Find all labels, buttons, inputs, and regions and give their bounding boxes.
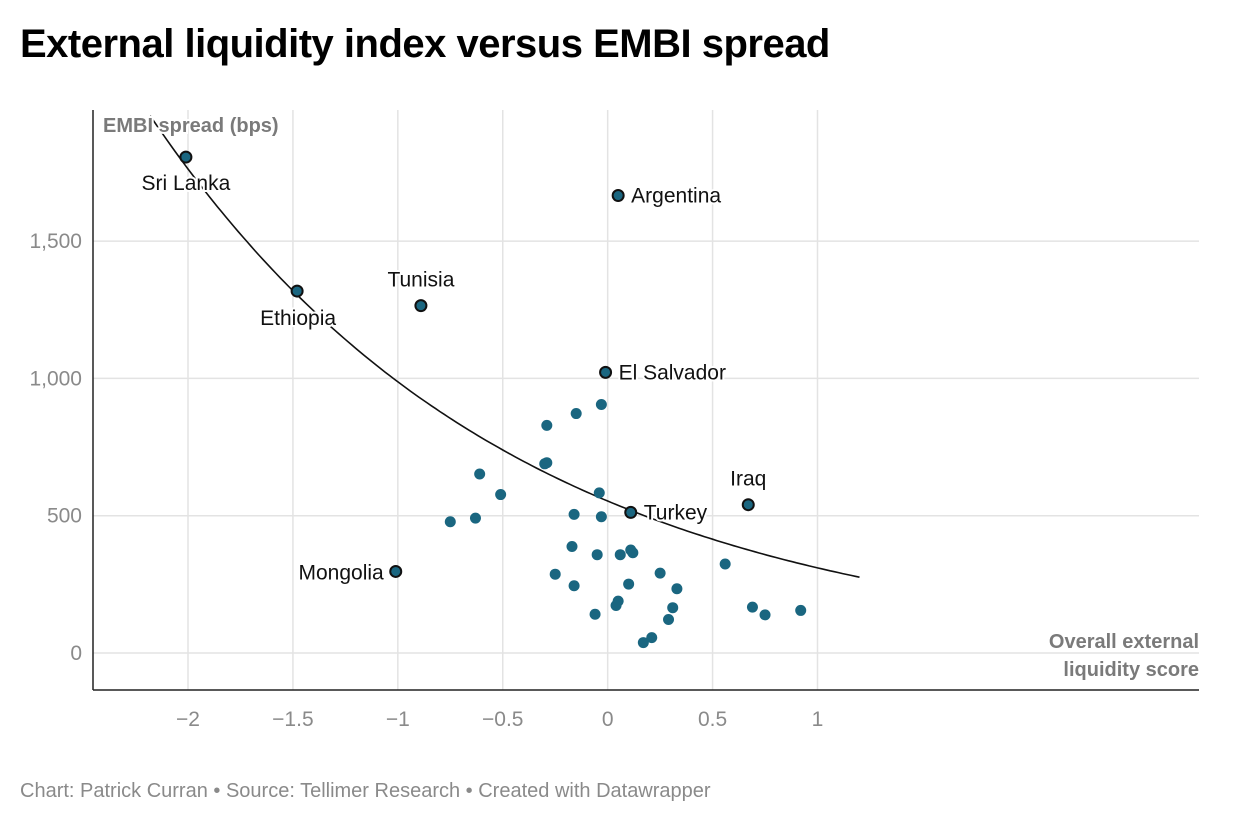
y-tick-label: 1,500: [29, 230, 82, 253]
x-tick-label: 1: [812, 708, 824, 731]
x-tick-label: −1.5: [272, 708, 313, 731]
data-point: [568, 580, 580, 592]
data-point: [663, 613, 675, 625]
data-points: [179, 150, 807, 649]
point-label-el-salvador: El Salvador: [619, 361, 726, 384]
point-label-iraq: Iraq: [730, 468, 766, 491]
data-point: [719, 558, 731, 570]
y-tick-label: 0: [70, 642, 82, 665]
x-axis-label-line-2: liquidity score: [1063, 659, 1199, 681]
data-point: [495, 489, 507, 501]
data-point-argentina: [611, 189, 625, 203]
axes: −2 −1.5 −1 −0.5 0 0.5 1 0 500 1,000 1,500: [29, 110, 1199, 731]
y-axis-label: EMBI spread (bps): [103, 115, 279, 137]
data-point: [746, 601, 758, 613]
data-point: [589, 608, 601, 620]
data-point: [759, 609, 771, 621]
trendline-layer: [149, 115, 860, 578]
data-point: [549, 568, 561, 580]
data-point-ethiopia: [290, 284, 304, 298]
data-point: [671, 583, 683, 595]
y-tick-label: 1,000: [29, 367, 82, 390]
data-point: [566, 540, 578, 552]
scatter-chart: −2 −1.5 −1 −0.5 0 0.5 1 0 500 1,000 1,500 Sri Lank…: [29, 110, 1201, 731]
x-tick-label: −2: [176, 708, 200, 731]
y-tick-label: 500: [47, 505, 82, 528]
trendline: [149, 115, 860, 578]
x-axis-label-line-1: Overall external: [1049, 631, 1199, 653]
point-label-tunisia: Tunisia: [387, 269, 454, 292]
chart-footer: Chart: Patrick Curran • Source: Tellimer…: [20, 780, 711, 802]
data-point: [474, 468, 486, 480]
data-point: [627, 547, 639, 559]
data-point: [595, 398, 607, 410]
data-point: [593, 487, 605, 499]
point-label-argentina: Argentina: [631, 185, 721, 208]
point-label-ethiopia: Ethiopia: [260, 307, 336, 330]
data-point-iraq: [741, 498, 755, 512]
data-point: [637, 637, 649, 649]
data-point-turkey: [624, 505, 638, 519]
data-point: [667, 602, 679, 614]
grid-lines: [93, 110, 1199, 690]
x-tick-label: 0.5: [698, 708, 727, 731]
data-point: [795, 604, 807, 616]
data-point: [646, 632, 658, 644]
data-point: [623, 578, 635, 590]
data-point-tunisia: [414, 299, 428, 313]
data-point-el-salvador: [599, 365, 613, 379]
data-point: [541, 419, 553, 431]
data-point: [595, 511, 607, 523]
data-point: [568, 508, 580, 520]
chart-title: External liquidity index versus EMBI spr…: [20, 22, 830, 66]
x-tick-label: −1: [386, 708, 410, 731]
data-point-sri-lanka: [179, 150, 193, 164]
data-point: [610, 599, 622, 611]
data-point: [591, 549, 603, 561]
data-point-mongolia: [389, 564, 403, 578]
data-point: [469, 512, 481, 524]
x-tick-label: −0.5: [482, 708, 523, 731]
data-point: [541, 457, 553, 469]
point-label-sri-lanka: Sri Lanka: [142, 172, 231, 195]
data-point: [654, 567, 666, 579]
point-labels: Sri Lanka Ethiopia Tunisia Argentina El Salv…: [140, 170, 769, 586]
x-tick-label: 0: [602, 708, 614, 731]
data-point: [614, 549, 626, 561]
data-point: [570, 408, 582, 420]
data-point: [444, 516, 456, 528]
point-label-mongolia: Mongolia: [299, 561, 385, 584]
point-label-turkey: Turkey: [644, 501, 708, 524]
